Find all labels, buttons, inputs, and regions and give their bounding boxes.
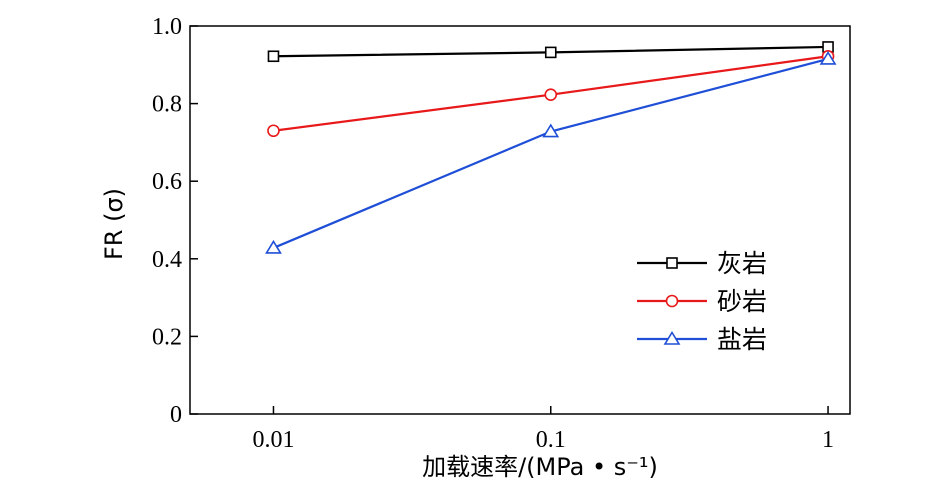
data-point	[267, 124, 280, 138]
legend-marker	[663, 330, 681, 345]
data-point	[267, 50, 280, 63]
y-tick-label: 0.6	[152, 169, 182, 195]
y-axis-title: FR (σ)	[100, 188, 128, 260]
legend-marker	[666, 257, 678, 269]
x-tick-label: 0.01	[252, 427, 294, 453]
series-line	[273, 57, 829, 249]
y-axis: 0 0.2 0.4 0.6 0.8 1.0	[152, 14, 198, 428]
x-axis-title: 加载速率/(MPa • s⁻¹)	[422, 453, 658, 481]
y-tick-label: 0.8	[152, 92, 182, 118]
y-tick-label: 0.4	[152, 247, 182, 273]
data-point	[542, 123, 560, 138]
legend-item: 灰岩	[637, 249, 767, 278]
data-point	[544, 46, 557, 59]
legend-item: 盐岩	[637, 325, 767, 354]
series-1	[267, 41, 834, 63]
x-tick-label: 0.1	[536, 427, 566, 453]
x-tick-label: 1	[822, 427, 834, 453]
series-layer	[265, 41, 837, 254]
legend-item: 砂岩	[637, 287, 767, 316]
data-point	[265, 239, 282, 254]
series-3	[265, 50, 837, 254]
legend-marker	[665, 294, 679, 308]
plot-area	[189, 25, 851, 415]
x-axis: 0.01 0.1 1	[252, 406, 834, 453]
legend-label: 砂岩	[717, 287, 767, 316]
y-tick-label: 1.0	[152, 14, 182, 40]
data-point	[819, 50, 837, 65]
y-tick-label: 0.2	[152, 324, 182, 350]
legend-label: 灰岩	[717, 249, 767, 278]
data-point	[544, 88, 558, 101]
legend-label: 盐岩	[717, 325, 767, 354]
series-2	[267, 49, 835, 138]
y-tick-label: 0	[170, 402, 182, 428]
